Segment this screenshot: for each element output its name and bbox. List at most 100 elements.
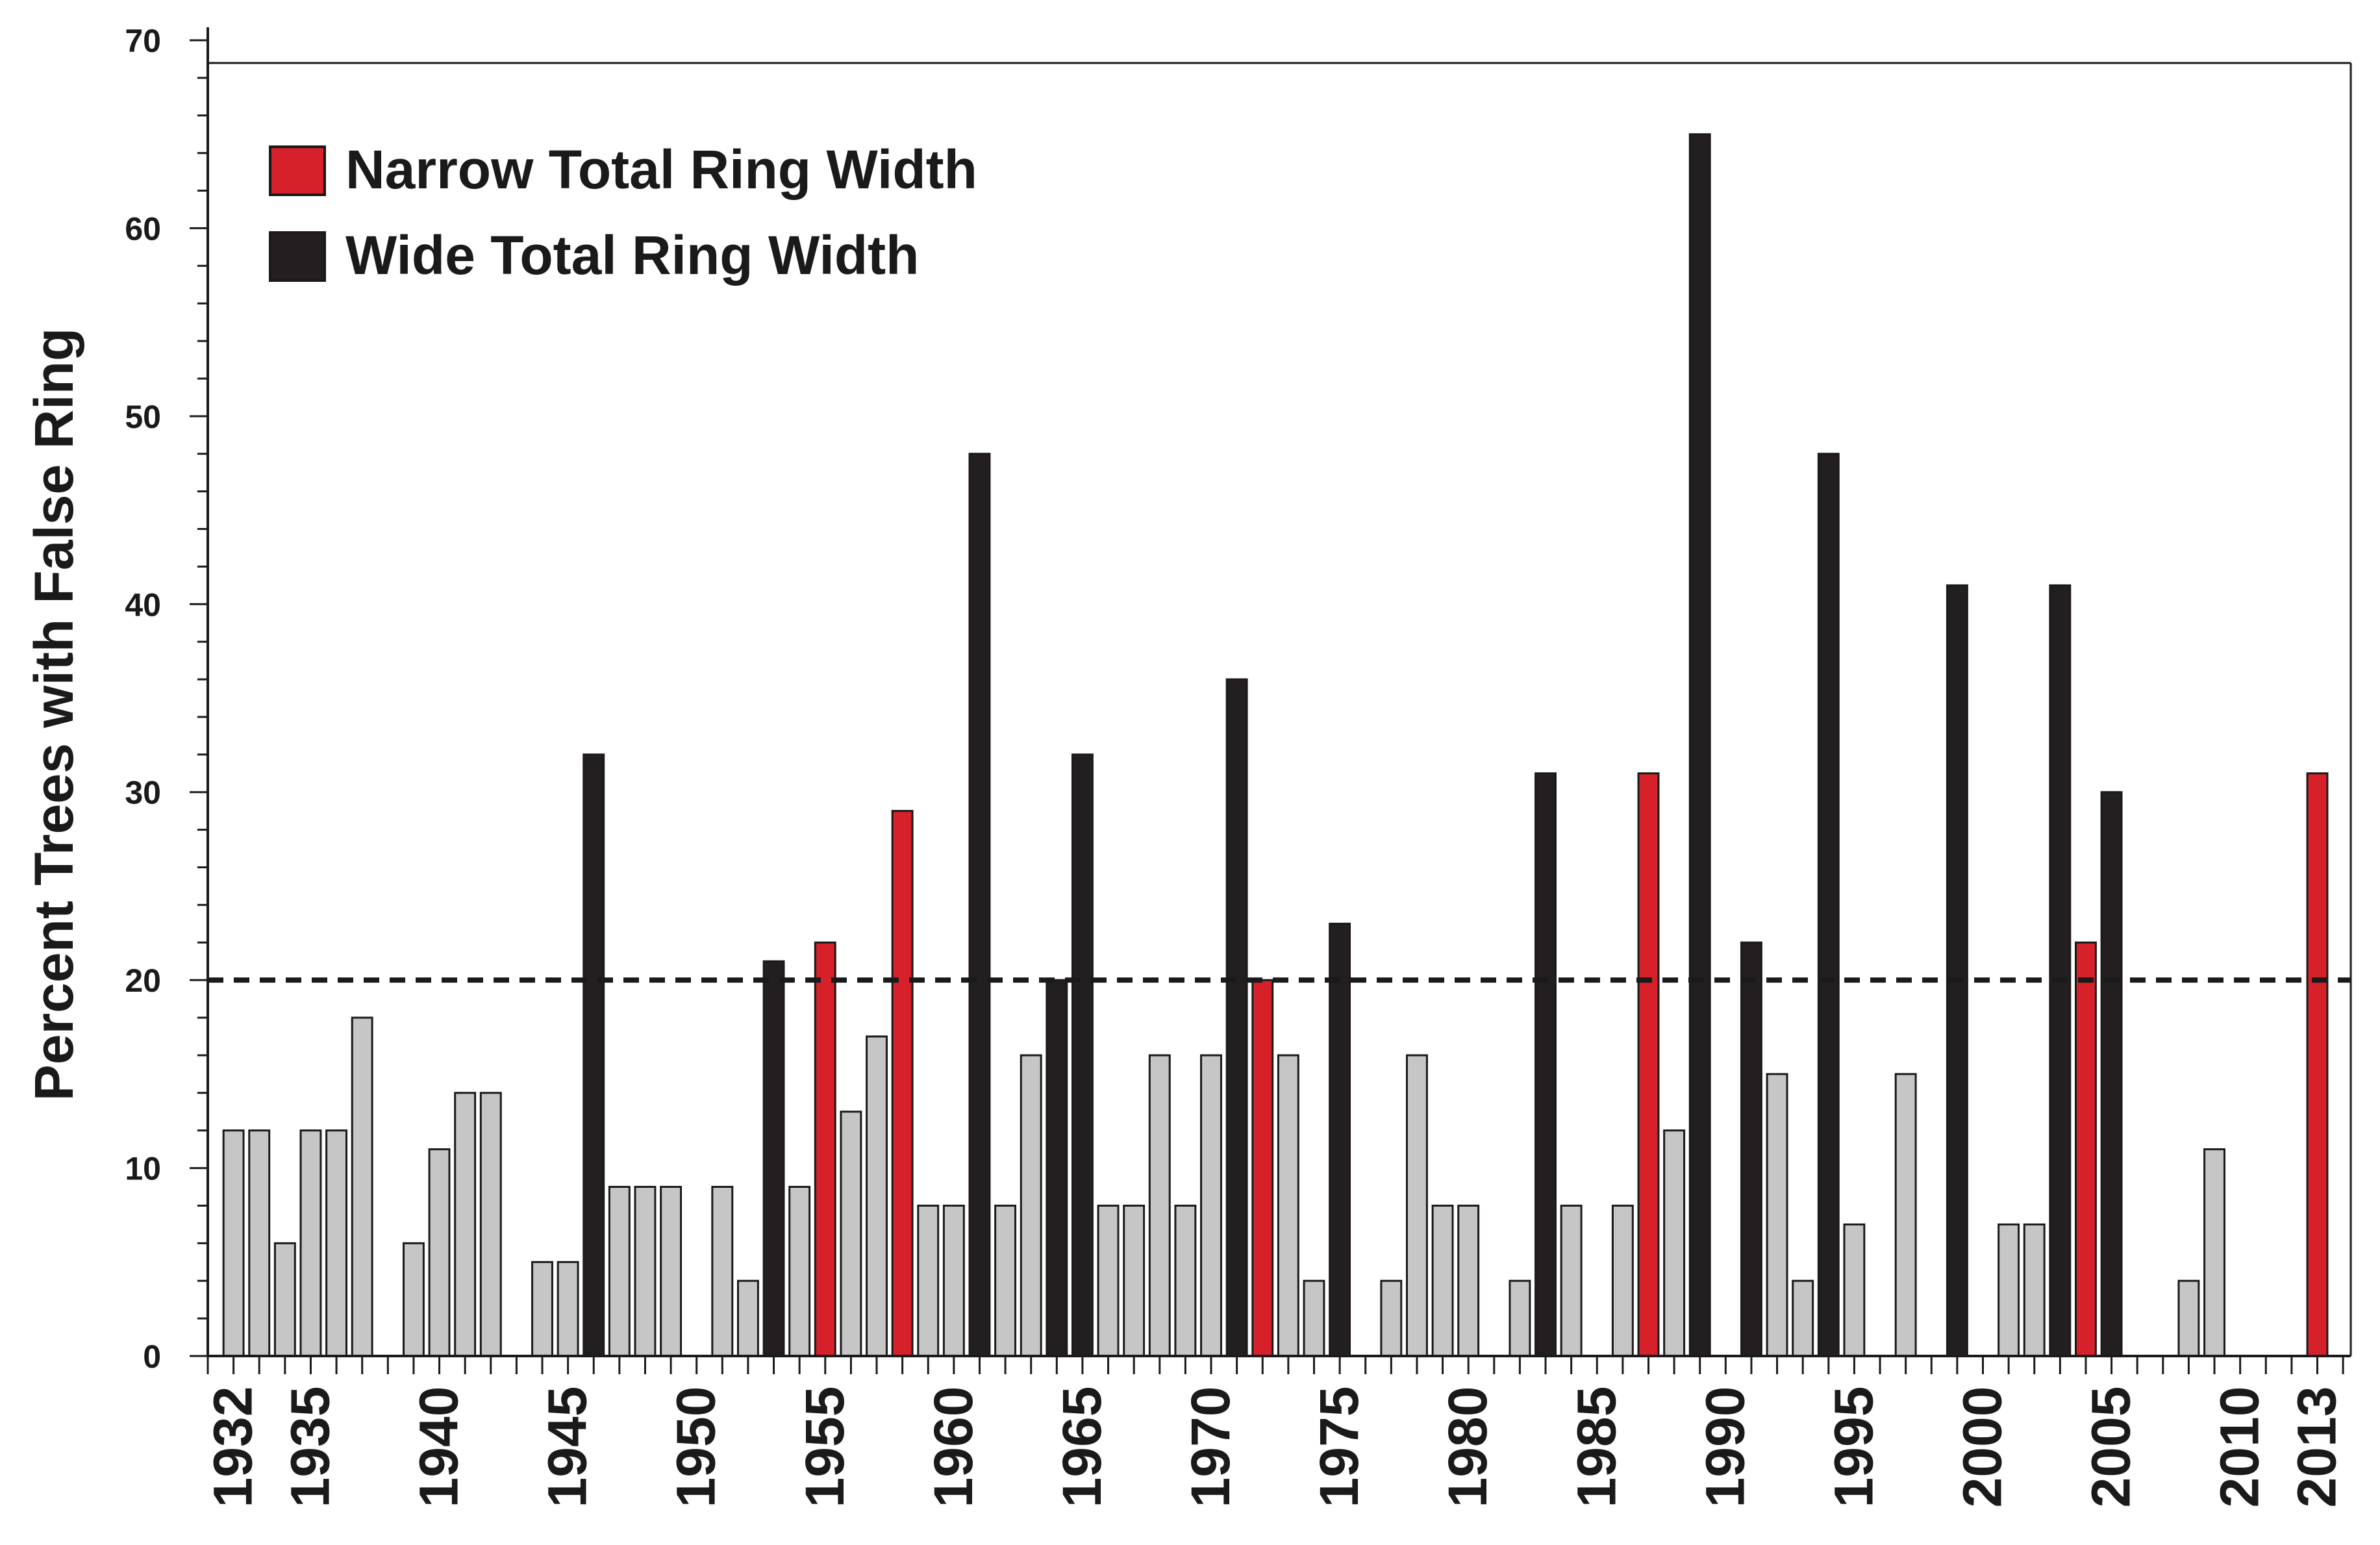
bar-1956 (840, 1111, 862, 1357)
y-tick-label: 30 (125, 775, 161, 811)
legend-label-narrow: Narrow Total Ring Width (345, 139, 977, 200)
bar-1971 (1225, 678, 1248, 1357)
x-tick-label: 2005 (2081, 1387, 2142, 1508)
x-tick-label: 1940 (408, 1387, 470, 1508)
bar-1939 (402, 1242, 425, 1357)
x-tick-label: 2013 (2286, 1387, 2347, 1508)
bar-1954 (788, 1186, 811, 1357)
bar-1958 (891, 810, 914, 1357)
axes-group (207, 27, 2352, 1357)
bar-1970 (1200, 1054, 1222, 1357)
y-tick-label: 20 (125, 962, 161, 999)
bar-1949 (660, 1186, 683, 1357)
x-tick-label: 2000 (1951, 1387, 2012, 1508)
bar-1975 (1329, 922, 1351, 1357)
bar-1986 (1611, 1204, 1634, 1357)
y-tick-label: 60 (125, 210, 161, 247)
y-tick-label: 70 (125, 23, 161, 59)
bar-1957 (866, 1035, 888, 1357)
y-tick-label: 40 (125, 586, 161, 623)
x-tick-label: 1950 (666, 1387, 727, 1508)
bar-1964 (1046, 979, 1068, 1357)
bar-1963 (1020, 1054, 1042, 1357)
bar-1934 (273, 1242, 296, 1357)
bar-1999 (1946, 584, 1968, 1357)
x-tick-label: 1970 (1180, 1387, 1241, 1508)
bar-1955 (814, 941, 836, 1357)
bar-2008 (2177, 1279, 2200, 1357)
bar-1982 (1509, 1279, 1531, 1357)
x-tick-label: 1985 (1566, 1387, 1627, 1508)
bar-1947 (608, 1186, 631, 1357)
bar-1948 (634, 1186, 657, 1357)
bar-1942 (479, 1092, 502, 1357)
bar-1987 (1637, 772, 1660, 1357)
bar-1984 (1560, 1204, 1583, 1357)
x-tick-label: 1955 (794, 1387, 855, 1508)
legend-label-wide: Wide Total Ring Width (345, 225, 919, 286)
x-tick-label: 1975 (1309, 1387, 1370, 1508)
y-tick-label: 0 (143, 1338, 161, 1375)
bars-group (222, 133, 2329, 1357)
bar-1935 (299, 1129, 322, 1357)
bar-1977 (1380, 1279, 1403, 1357)
bar-1969 (1174, 1204, 1197, 1357)
legend: Narrow Total Ring Width Wide Total Ring … (269, 139, 977, 286)
bar-1941 (454, 1092, 477, 1357)
bar-1972 (1251, 979, 1274, 1357)
legend-swatch-wide (269, 231, 326, 282)
x-tick-label: 1995 (1823, 1387, 1884, 1508)
y-ticks-group: 0 10 20 30 40 50 60 70 (125, 23, 208, 1375)
bar-1994 (1817, 453, 1840, 1357)
bar-2001 (1998, 1223, 2020, 1357)
bar-1960 (942, 1204, 965, 1357)
bar-2002 (2023, 1223, 2046, 1357)
bar-1989 (1688, 133, 1711, 1357)
bar-1962 (994, 1204, 1017, 1357)
bar-1997 (1894, 1073, 1917, 1357)
bar-1993 (1792, 1279, 1814, 1357)
bar-1979 (1431, 1204, 1454, 1357)
bar-1933 (248, 1129, 271, 1357)
bar-1992 (1766, 1073, 1788, 1357)
bar-1980 (1457, 1204, 1480, 1357)
x-tick-label: 1932 (203, 1387, 264, 1508)
bar-1967 (1123, 1204, 1146, 1357)
bar-1937 (351, 1016, 373, 1357)
x-tick-label: 1990 (1694, 1387, 1755, 1508)
x-ticks-group: 1932 1935 1940 1945 1950 1955 1960 1965 1970 1975… (203, 1356, 2347, 1508)
bar-1951 (711, 1186, 734, 1357)
x-tick-label: 1980 (1437, 1387, 1498, 1508)
legend-swatch-narrow (269, 145, 326, 196)
bar-2003 (2049, 584, 2072, 1357)
bar-1995 (1843, 1223, 1866, 1357)
bar-1936 (325, 1129, 348, 1357)
y-tick-label: 50 (125, 399, 161, 435)
bar-2009 (2203, 1148, 2225, 1357)
bar-1983 (1534, 772, 1557, 1357)
bar-1974 (1303, 1279, 1325, 1357)
bar-1973 (1277, 1054, 1299, 1357)
y-tick-label: 10 (125, 1151, 161, 1187)
bar-2013 (2306, 772, 2329, 1357)
x-tick-label: 1960 (923, 1387, 984, 1508)
bar-1988 (1663, 1129, 1686, 1357)
bar-2004 (2075, 941, 2097, 1357)
y-axis-title: Percent Trees with False Ring (23, 328, 84, 1101)
bar-1944 (531, 1261, 553, 1357)
bar-2005 (2100, 791, 2123, 1357)
bar-1965 (1071, 753, 1094, 1357)
bar-1991 (1740, 941, 1762, 1357)
bar-1945 (557, 1261, 579, 1357)
bar-1961 (968, 453, 991, 1357)
bar-1978 (1405, 1054, 1428, 1357)
bar-1932 (222, 1129, 245, 1357)
x-tick-label: 2010 (2209, 1387, 2270, 1508)
x-tick-label: 1935 (279, 1387, 340, 1508)
bar-1968 (1148, 1054, 1171, 1357)
x-tick-label: 1965 (1051, 1387, 1112, 1508)
bar-1952 (736, 1279, 759, 1357)
bar-1946 (582, 753, 605, 1357)
